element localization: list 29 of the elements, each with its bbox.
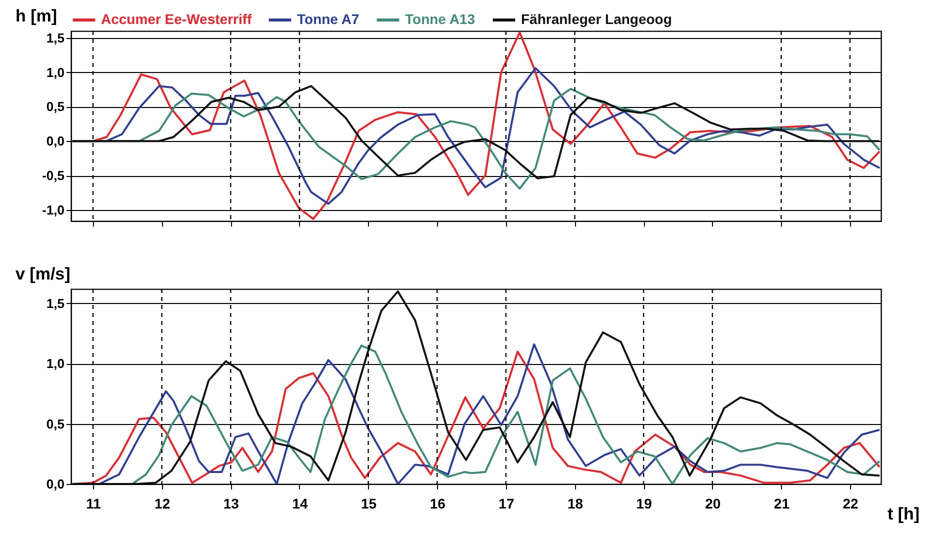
y-tick-label: -0,5 [42,168,64,184]
y-axis-title: v [m/s] [16,264,70,284]
x-tick-label: 11 [86,496,102,512]
x-tick-label: 15 [361,496,377,512]
x-tick-label: 19 [636,496,652,512]
y-axis-title: h [m] [16,6,58,26]
x-tick-label: 16 [430,496,446,512]
x-tick-label: 17 [498,496,514,512]
x-axis-title: t [h] [888,504,920,524]
x-tick-label: 14 [292,496,308,512]
legend-label: Tonne A7 [297,11,360,27]
x-tick-label: 22 [842,496,859,512]
x-tick-label: 20 [705,496,721,512]
legend-label: Fähranleger Langeoog [521,11,672,27]
y-tick-label: 1,5 [46,296,64,311]
y-tick-label: 1,0 [46,356,64,372]
y-tick-label: 1,0 [46,64,64,80]
y-tick-label: 0,0 [46,134,64,149]
y-tick-label: 0,0 [46,476,64,492]
y-tick-label: -1,0 [42,202,64,218]
legend-label: Tonne A13 [405,11,476,27]
x-tick-label: 12 [154,496,170,512]
y-tick-label: 1,5 [46,30,64,46]
x-tick-label: 18 [567,496,584,512]
x-tick-label: 21 [774,496,790,512]
legend-label: Accumer Ee-Westerriff [101,11,252,27]
x-tick-label: 13 [223,496,240,512]
y-tick-label: 0,5 [46,416,64,432]
y-tick-label: 0,5 [46,99,64,114]
